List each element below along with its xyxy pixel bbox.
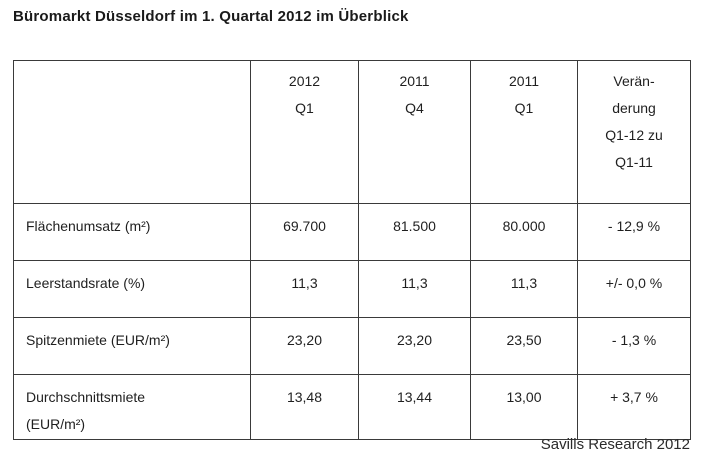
row-label: Flächenumsatz (m²)	[13, 203, 251, 261]
cell-value: 11,3	[470, 260, 578, 318]
cell-value: 11,3	[250, 260, 359, 318]
table-row-spitzenmiete: Spitzenmiete (EUR/m²) 23,20 23,20 23,50 …	[13, 317, 691, 375]
cell-value: 11,3	[358, 260, 471, 318]
page-title: Büromarkt Düsseldorf im 1. Quartal 2012 …	[13, 8, 409, 25]
cell-value: 23,20	[358, 317, 471, 375]
header-row: 2012 Q1 2011 Q4 2011 Q1 Verän- derung Q1…	[13, 60, 691, 204]
table-row-leerstandsrate: Leerstandsrate (%) 11,3 11,3 11,3 +/- 0,…	[13, 260, 691, 318]
row-label: Durchschnittsmiete (EUR/m²)	[13, 374, 251, 440]
table-row-durchschnittsmiete: Durchschnittsmiete (EUR/m²) 13,48 13,44 …	[13, 374, 691, 440]
source-credit: Savills Research 2012	[540, 436, 690, 453]
cell-value: 13,44	[358, 374, 471, 440]
header-cell-2011-q4: 2011 Q4	[358, 60, 471, 204]
row-label: Spitzenmiete (EUR/m²)	[13, 317, 251, 375]
header-cell-2011-q1: 2011 Q1	[470, 60, 578, 204]
cell-value: 69.700	[250, 203, 359, 261]
cell-change: - 12,9 %	[577, 203, 691, 261]
header-cell-metric	[13, 60, 251, 204]
header-cell-change: Verän- derung Q1-12 zu Q1-11	[577, 60, 691, 204]
market-overview-table: 2012 Q1 2011 Q4 2011 Q1 Verän- derung Q1…	[13, 60, 691, 440]
cell-change: + 3,7 %	[577, 374, 691, 440]
table-row-flaechenumsatz: Flächenumsatz (m²) 69.700 81.500 80.000 …	[13, 203, 691, 261]
cell-value: 80.000	[470, 203, 578, 261]
cell-value: 13,48	[250, 374, 359, 440]
cell-value: 13,00	[470, 374, 578, 440]
cell-value: 23,20	[250, 317, 359, 375]
header-cell-2012-q1: 2012 Q1	[250, 60, 359, 204]
cell-change: - 1,3 %	[577, 317, 691, 375]
cell-value: 23,50	[470, 317, 578, 375]
row-label: Leerstandsrate (%)	[13, 260, 251, 318]
cell-change: +/- 0,0 %	[577, 260, 691, 318]
cell-value: 81.500	[358, 203, 471, 261]
